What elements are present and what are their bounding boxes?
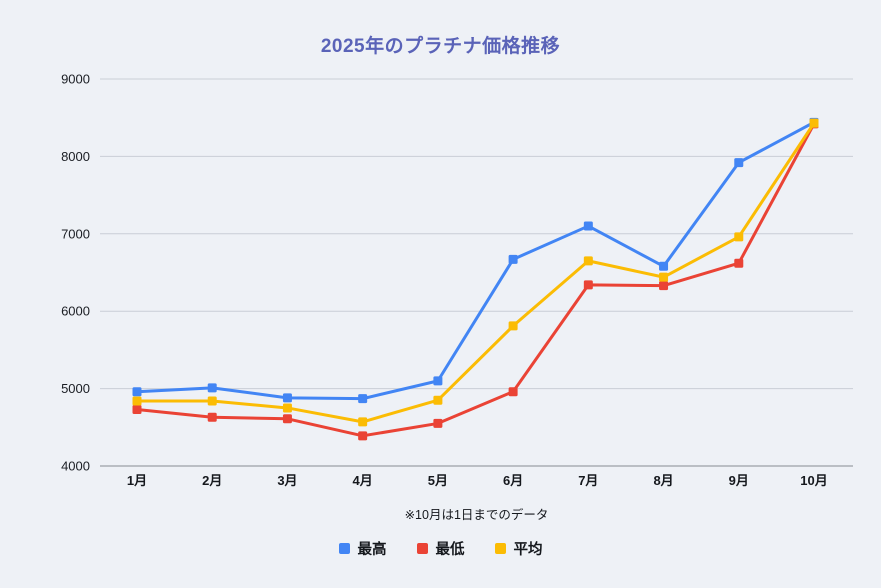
series-line-max: [135, 120, 816, 401]
point-min-5: [433, 418, 443, 428]
chart-title: 2025年のプラチナ価格推移: [320, 36, 561, 57]
chart-footnote: ※10月は1日までのデータ: [404, 508, 549, 522]
point-avg-4: [358, 417, 368, 427]
point-avg-1: [132, 396, 142, 406]
series-line-min: [135, 122, 816, 438]
legend-swatch-avg: [494, 543, 506, 554]
point-avg-9: [734, 232, 744, 242]
legend-item-avg[interactable]: 平均: [494, 538, 543, 559]
legend-item-max[interactable]: 最高: [338, 538, 387, 559]
legend-label-min: 最低: [435, 542, 465, 558]
point-max-6: [508, 254, 518, 264]
point-max-3: [282, 393, 292, 403]
point-min-2: [207, 412, 217, 422]
x-axis-tick-7: 7月: [578, 473, 598, 488]
legend-item-min[interactable]: 最低: [416, 538, 465, 559]
legend-swatch-max: [338, 543, 350, 554]
point-min-1: [132, 404, 142, 414]
y-axis-tick-5000: 5000: [61, 381, 90, 396]
y-axis-tick-8000: 8000: [61, 149, 90, 164]
y-axis-tick-6000: 6000: [61, 304, 90, 319]
x-axis-tick-1: 1月: [127, 473, 147, 488]
x-axis-tick-9: 9月: [729, 473, 749, 488]
x-axis-tick-3: 3月: [277, 473, 297, 488]
point-max-2: [207, 383, 217, 393]
point-max-5: [433, 376, 443, 386]
point-min-7: [583, 280, 593, 290]
x-axis-tick-10: 10月: [800, 473, 827, 488]
x-axis-tick-2: 2月: [202, 473, 222, 488]
y-axis-tick-9000: 9000: [61, 72, 90, 87]
legend-label-max: 最高: [357, 542, 387, 558]
point-min-8: [659, 281, 669, 291]
point-max-1: [132, 387, 142, 397]
point-avg-2: [207, 396, 217, 406]
point-min-4: [358, 431, 368, 441]
x-axis-tick-5: 5月: [428, 473, 448, 488]
y-axis-tick-7000: 7000: [61, 226, 90, 241]
point-max-9: [734, 158, 744, 168]
point-max-4: [358, 394, 368, 404]
legend-swatch-min: [416, 543, 428, 554]
point-avg-5: [433, 395, 443, 405]
point-avg-10: [809, 118, 819, 128]
chart-legend: 最高 最低 平均: [0, 538, 881, 559]
point-max-8: [659, 261, 669, 271]
point-min-6: [508, 387, 518, 397]
x-axis-tick-8: 8月: [653, 473, 673, 488]
y-axis-tick-4000: 4000: [61, 459, 90, 474]
point-avg-8: [659, 272, 669, 282]
point-min-3: [282, 414, 292, 424]
legend-label-avg: 平均: [513, 542, 543, 558]
point-max-7: [583, 221, 593, 231]
series-line-avg: [135, 121, 816, 424]
point-avg-6: [508, 321, 518, 331]
x-axis-tick-4: 4月: [353, 473, 373, 488]
point-avg-3: [282, 403, 292, 413]
point-avg-7: [583, 256, 593, 266]
x-axis-tick-6: 6月: [503, 473, 523, 488]
point-min-9: [734, 258, 744, 268]
